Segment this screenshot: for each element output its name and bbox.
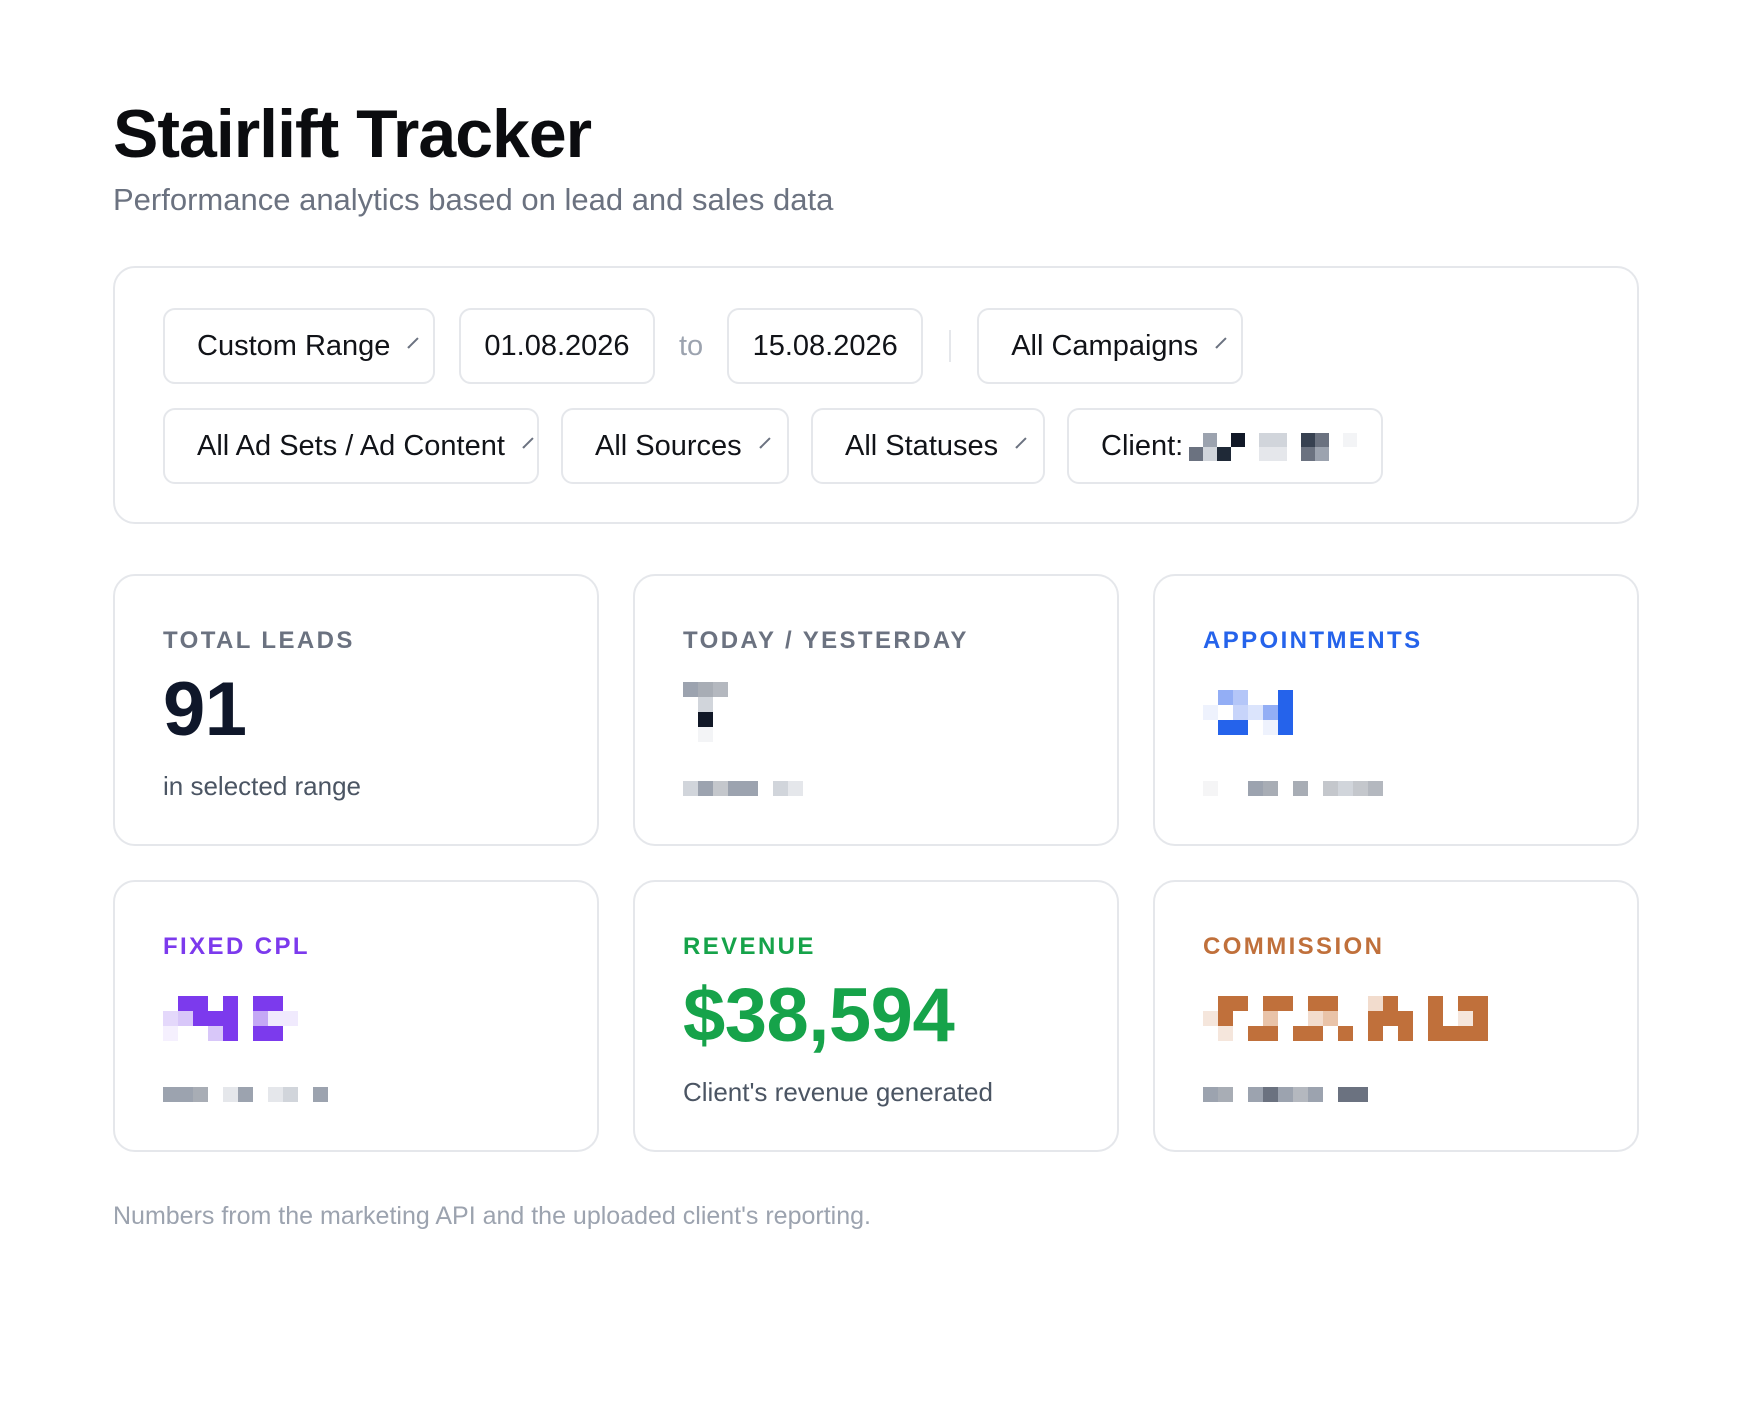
redacted-subtext (1203, 772, 1589, 804)
card-label: COMMISSION (1203, 933, 1385, 960)
filter-row-dates: Custom Range 01.08.2026 to 15.08.2026 Al… (163, 308, 1244, 384)
divider (949, 330, 952, 362)
date-range-separator: to (679, 329, 704, 362)
sources-select-label: All Sources (595, 429, 742, 462)
card-revenue: REVENUE $38,594 Client's revenue generat… (633, 880, 1119, 1152)
redacted-subtext (683, 772, 1069, 804)
adsets-select-label: All Ad Sets / Ad Content (197, 429, 505, 462)
card-total-leads: TOTAL LEADS 91 in selected range (113, 574, 599, 846)
redacted-subtext (163, 1078, 549, 1110)
filter-row-segments: All Ad Sets / Ad Content All Sources All… (163, 408, 1383, 484)
total-leads-value: 91 (163, 667, 247, 752)
date-to-input[interactable]: 15.08.2026 (727, 308, 924, 384)
statuses-select[interactable]: All Statuses (811, 408, 1045, 484)
chevron-down-icon (522, 437, 534, 449)
range-select-label: Custom Range (197, 329, 391, 362)
card-label: APPOINTMENTS (1203, 627, 1423, 654)
adsets-select[interactable]: All Ad Sets / Ad Content (163, 408, 539, 484)
page-subtitle: Performance analytics based on lead and … (113, 182, 834, 217)
card-subtext: Client's revenue generated (683, 1077, 993, 1107)
client-select-label: Client: (1101, 429, 1184, 462)
chevron-down-icon (759, 437, 771, 449)
date-from-input[interactable]: 01.08.2026 (459, 308, 655, 384)
card-subtext: in selected range (163, 771, 362, 801)
redacted-value (1203, 976, 1589, 1060)
card-fixed-cpl: FIXED CPL (113, 880, 599, 1152)
footer-note: Numbers from the marketing API and the u… (113, 1202, 871, 1230)
card-label: TOTAL LEADS (163, 627, 355, 654)
redacted-value (683, 670, 1069, 754)
client-name-redacted (1189, 430, 1358, 463)
revenue-value: $38,594 (683, 973, 955, 1058)
filter-panel: Custom Range 01.08.2026 to 15.08.2026 Al… (113, 266, 1639, 524)
kpi-grid: TOTAL LEADS 91 in selected range TODAY /… (113, 574, 1639, 1152)
campaigns-select-label: All Campaigns (1011, 329, 1199, 362)
redacted-value (1203, 670, 1589, 754)
redacted-subtext (1203, 1078, 1589, 1110)
card-label: TODAY / YESTERDAY (683, 627, 969, 654)
card-today-yesterday: TODAY / YESTERDAY (633, 574, 1119, 846)
chevron-down-icon (1215, 337, 1227, 349)
statuses-select-label: All Statuses (845, 429, 999, 462)
range-select[interactable]: Custom Range (163, 308, 435, 384)
card-label: FIXED CPL (163, 933, 310, 960)
campaigns-select[interactable]: All Campaigns (977, 308, 1244, 384)
card-appointments: APPOINTMENTS (1153, 574, 1639, 846)
page-title: Stairlift Tracker (113, 96, 592, 172)
sources-select[interactable]: All Sources (561, 408, 789, 484)
card-label: REVENUE (683, 933, 816, 960)
chevron-down-icon (1015, 437, 1027, 449)
chevron-down-icon (407, 337, 420, 349)
dashboard-page: Stairlift Tracker Performance analytics … (113, 96, 1639, 1231)
card-commission: COMMISSION (1153, 880, 1639, 1152)
redacted-value (163, 976, 549, 1060)
client-select[interactable]: Client: (1067, 408, 1383, 484)
